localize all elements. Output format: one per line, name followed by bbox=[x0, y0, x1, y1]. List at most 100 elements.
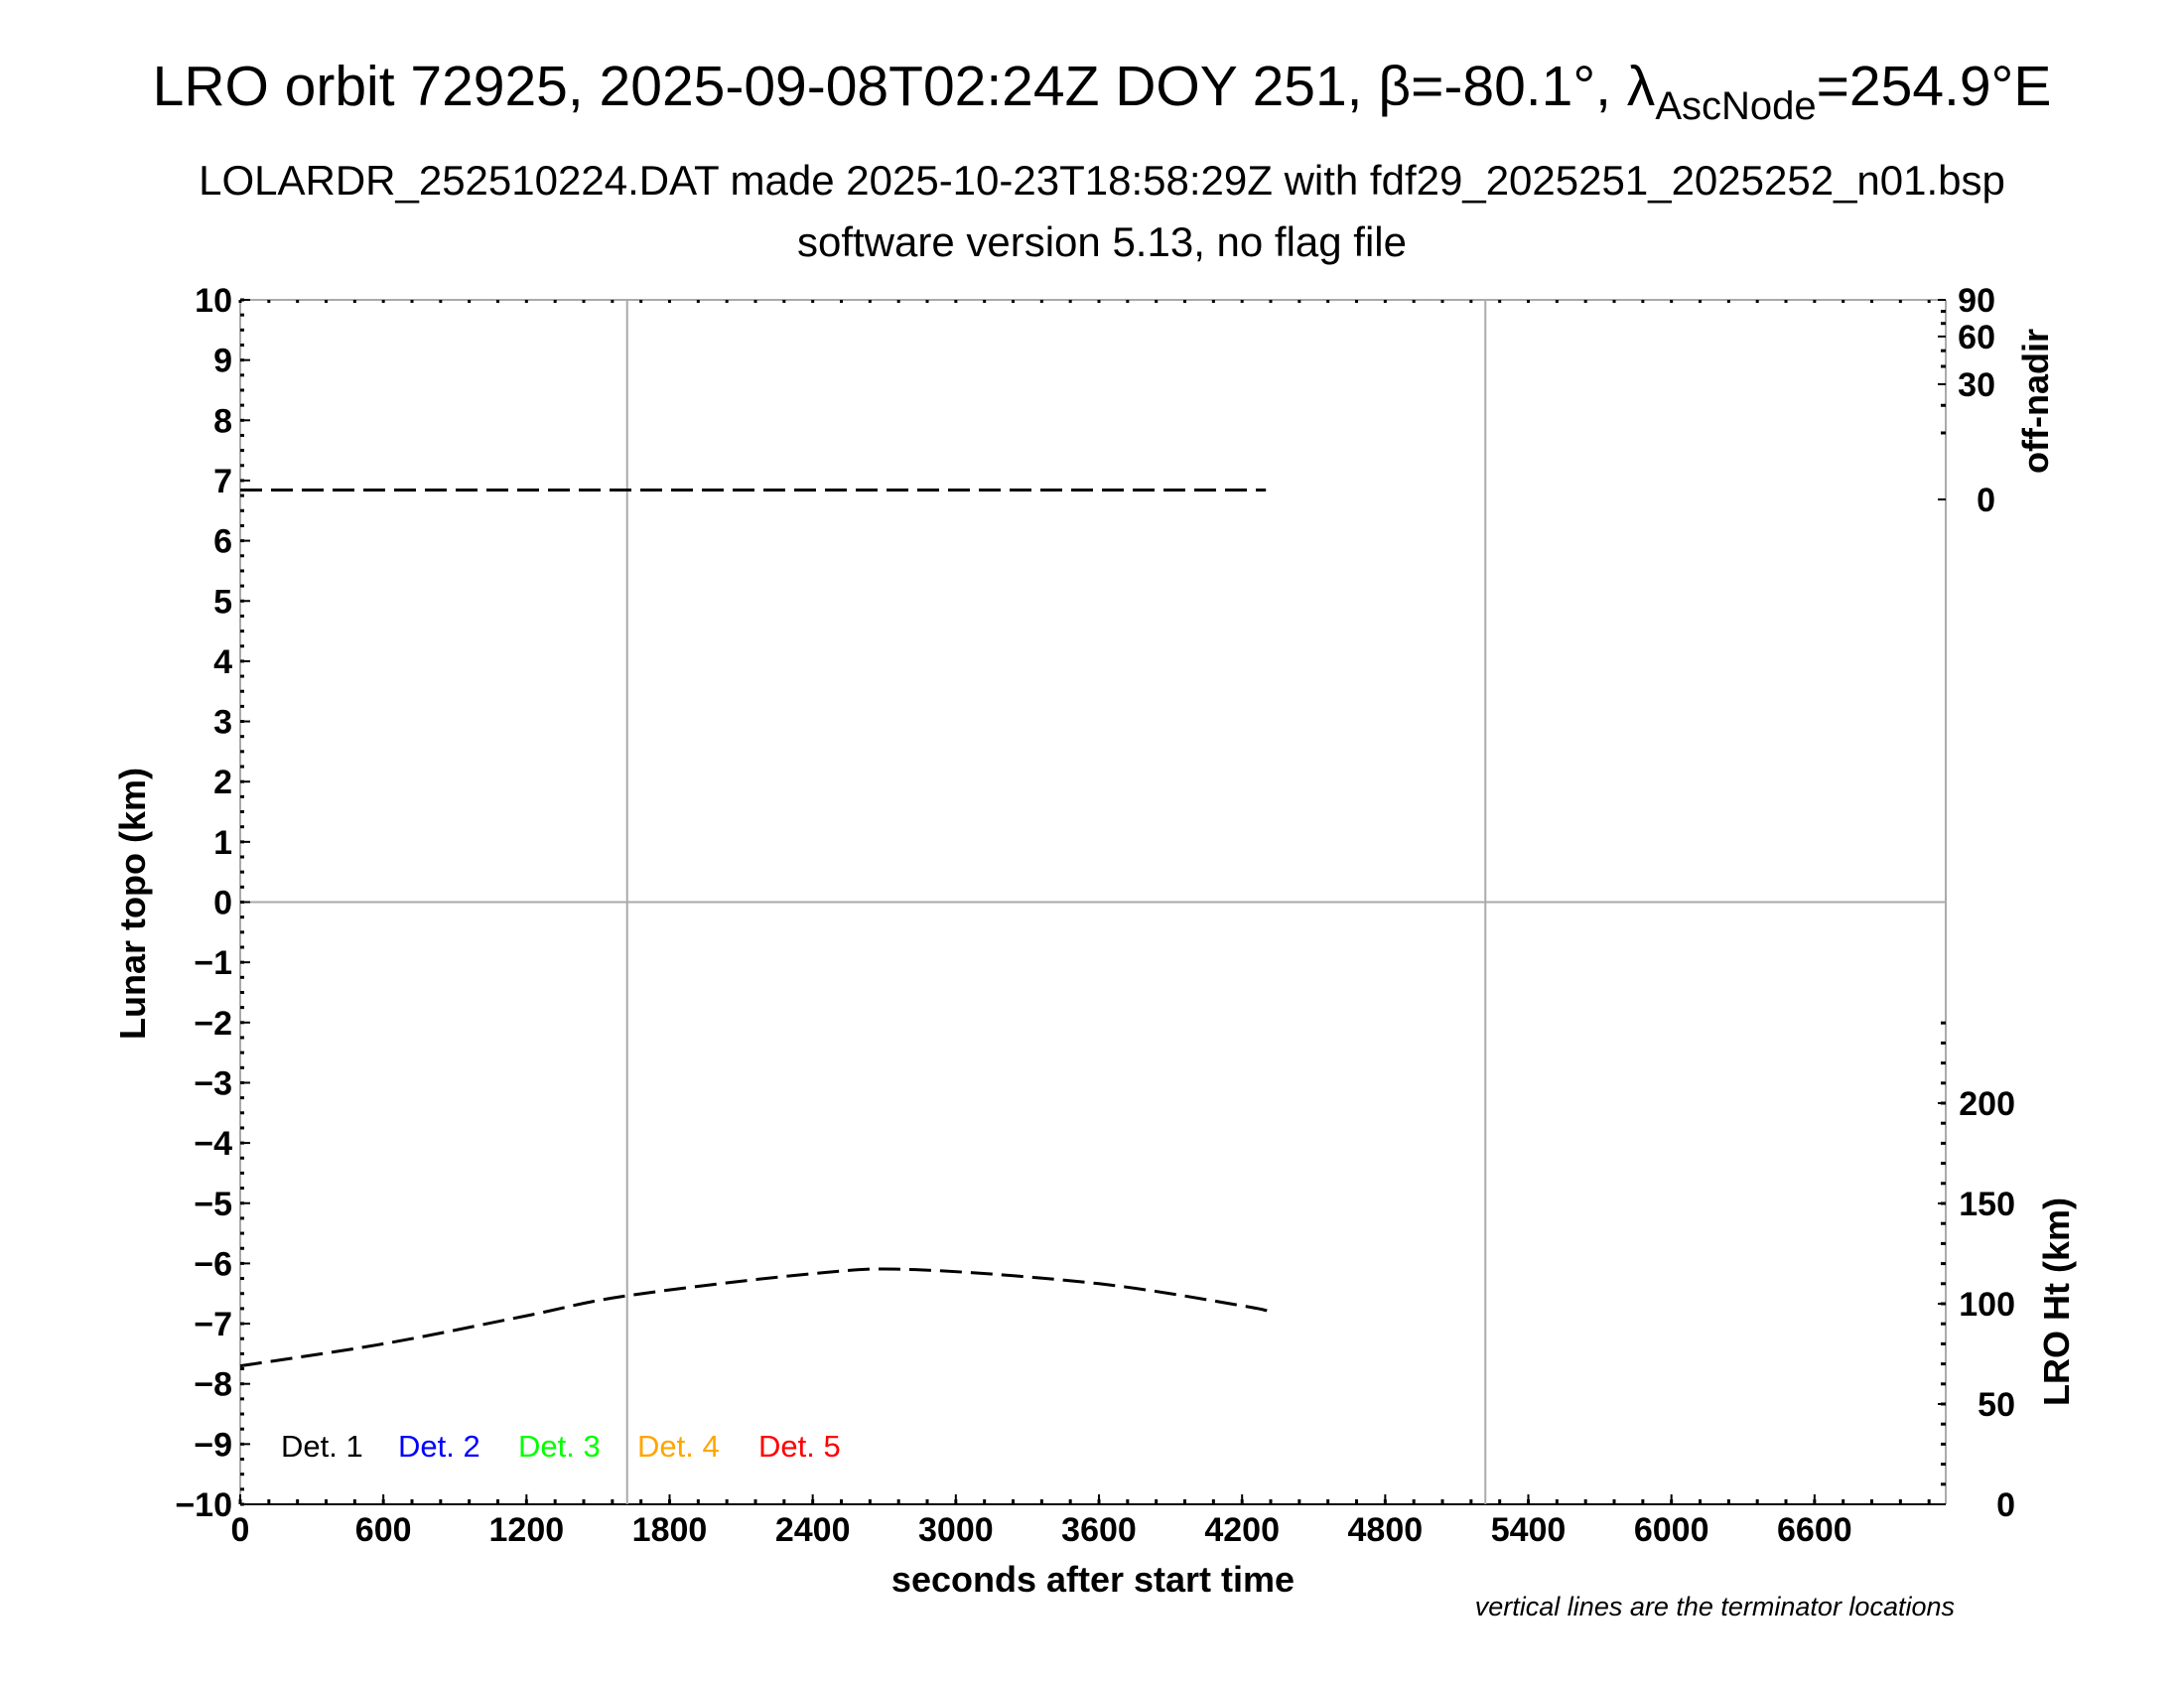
x-minor-tick-top bbox=[1012, 300, 1016, 303]
y-minor-tick bbox=[240, 523, 244, 527]
y-tick-label: 4 bbox=[213, 643, 232, 681]
x-minor-tick bbox=[1612, 1499, 1616, 1504]
y-minor-tick bbox=[240, 493, 244, 497]
x-minor-tick-top bbox=[1068, 300, 1072, 303]
y-minor-tick bbox=[240, 313, 244, 317]
height-minor-tick bbox=[1941, 1402, 1946, 1406]
height-minor-tick bbox=[1941, 1061, 1946, 1065]
y-minor-tick bbox=[240, 1487, 244, 1491]
x-minor-tick bbox=[1155, 1499, 1159, 1504]
off-nadir-tick-label: 90 bbox=[1958, 282, 1995, 320]
y-minor-tick bbox=[240, 659, 244, 663]
x-minor-tick bbox=[1641, 1499, 1645, 1504]
x-minor-tick bbox=[1498, 1499, 1502, 1504]
height-minor-tick bbox=[1941, 1121, 1946, 1125]
x-minor-tick bbox=[1383, 1499, 1387, 1504]
x-minor-tick bbox=[1870, 1499, 1874, 1504]
x-minor-tick-top bbox=[1898, 300, 1902, 303]
x-tick-label: 3000 bbox=[918, 1511, 994, 1549]
height-minor-tick bbox=[1941, 1201, 1946, 1205]
y-tick-label: −6 bbox=[194, 1245, 232, 1283]
x-minor-tick bbox=[1355, 1499, 1359, 1504]
y-minor-tick bbox=[240, 1427, 244, 1431]
height-minor-tick bbox=[1941, 1262, 1946, 1266]
x-minor-tick-top bbox=[753, 300, 757, 303]
x-minor-tick-top bbox=[296, 300, 300, 303]
x-minor-tick bbox=[1211, 1499, 1215, 1504]
y-minor-tick bbox=[240, 975, 244, 979]
x-minor-tick bbox=[725, 1499, 729, 1504]
y-tick-label: 1 bbox=[213, 824, 232, 862]
x-minor-tick bbox=[1469, 1499, 1473, 1504]
legend-item: Det. 4 bbox=[637, 1429, 720, 1464]
height-tick-label: 50 bbox=[1978, 1386, 2015, 1424]
x-minor-tick-top bbox=[1699, 300, 1703, 303]
height-minor-tick bbox=[1941, 1101, 1946, 1105]
right-axis-top-label: off-nadir bbox=[2015, 329, 2056, 474]
x-minor-tick-top bbox=[496, 300, 500, 303]
x-minor-tick bbox=[868, 1499, 872, 1504]
y-tick-label: −2 bbox=[194, 1005, 232, 1043]
x-minor-tick bbox=[496, 1499, 500, 1504]
off-nadir-minor-tick bbox=[1941, 403, 1946, 407]
x-minor-tick bbox=[352, 1499, 356, 1504]
x-minor-tick-top bbox=[811, 300, 815, 303]
y-tick-label: 10 bbox=[195, 282, 232, 320]
x-tick-label: 4800 bbox=[1348, 1511, 1424, 1549]
y-minor-tick bbox=[240, 1473, 244, 1477]
y-minor-tick bbox=[240, 1096, 244, 1100]
x-minor-tick-top bbox=[1927, 300, 1931, 303]
x-minor-tick bbox=[1039, 1499, 1043, 1504]
x-tick-label: 4200 bbox=[1204, 1511, 1280, 1549]
y-minor-tick bbox=[240, 464, 244, 468]
x-minor-tick bbox=[1527, 1499, 1531, 1504]
off-nadir-tick-label: 30 bbox=[1958, 366, 1995, 404]
y-minor-tick bbox=[240, 945, 244, 949]
x-minor-tick bbox=[1440, 1499, 1444, 1504]
y-minor-tick bbox=[240, 343, 244, 347]
y-minor-tick bbox=[240, 614, 244, 618]
x-minor-tick bbox=[582, 1499, 586, 1504]
y-minor-tick bbox=[240, 584, 244, 588]
y-minor-tick bbox=[240, 358, 244, 362]
x-minor-tick bbox=[267, 1499, 271, 1504]
x-minor-tick bbox=[1583, 1499, 1587, 1504]
x-minor-tick-top bbox=[1726, 300, 1730, 303]
height-minor-tick bbox=[1941, 1341, 1946, 1345]
y-minor-tick bbox=[240, 298, 244, 302]
x-minor-tick bbox=[840, 1499, 844, 1504]
height-minor-tick bbox=[1941, 1463, 1946, 1467]
y-minor-tick bbox=[240, 840, 244, 844]
y-minor-tick bbox=[240, 1216, 244, 1220]
x-minor-tick-top bbox=[1126, 300, 1130, 303]
y-tick-label: 9 bbox=[213, 343, 232, 380]
height-minor-tick bbox=[1941, 1442, 1946, 1446]
y-tick-label: 3 bbox=[213, 704, 232, 742]
y-minor-tick bbox=[240, 1080, 244, 1084]
x-minor-tick-top bbox=[1039, 300, 1043, 303]
y-minor-tick bbox=[240, 1065, 244, 1069]
chart-title: LRO orbit 72925, 2025-09-08T02:24Z DOY 2… bbox=[153, 55, 2052, 128]
x-minor-tick-top bbox=[381, 300, 385, 303]
x-minor-tick bbox=[753, 1499, 757, 1504]
height-minor-tick bbox=[1941, 1382, 1946, 1386]
height-minor-tick bbox=[1941, 1322, 1946, 1326]
y-minor-tick bbox=[240, 870, 244, 874]
y-tick-label: 6 bbox=[213, 523, 232, 561]
x-minor-tick-top bbox=[468, 300, 472, 303]
x-minor-tick bbox=[811, 1499, 815, 1504]
chart-subtitle: LOLARDR_252510224.DAT made 2025-10-23T18… bbox=[199, 157, 2005, 204]
y-minor-tick bbox=[240, 1336, 244, 1340]
chart-subtitle-2: software version 5.13, no flag file bbox=[797, 218, 1407, 265]
y-minor-tick bbox=[240, 644, 244, 648]
y-minor-tick bbox=[240, 1036, 244, 1040]
x-minor-tick bbox=[1755, 1499, 1759, 1504]
x-axis-label: seconds after start time bbox=[891, 1559, 1295, 1600]
x-minor-tick-top bbox=[1155, 300, 1159, 303]
x-minor-tick-top bbox=[1097, 300, 1101, 303]
x-minor-tick-top bbox=[439, 300, 443, 303]
y-minor-tick bbox=[240, 930, 244, 934]
x-tick-label: 3600 bbox=[1061, 1511, 1137, 1549]
y-minor-tick bbox=[240, 901, 244, 904]
